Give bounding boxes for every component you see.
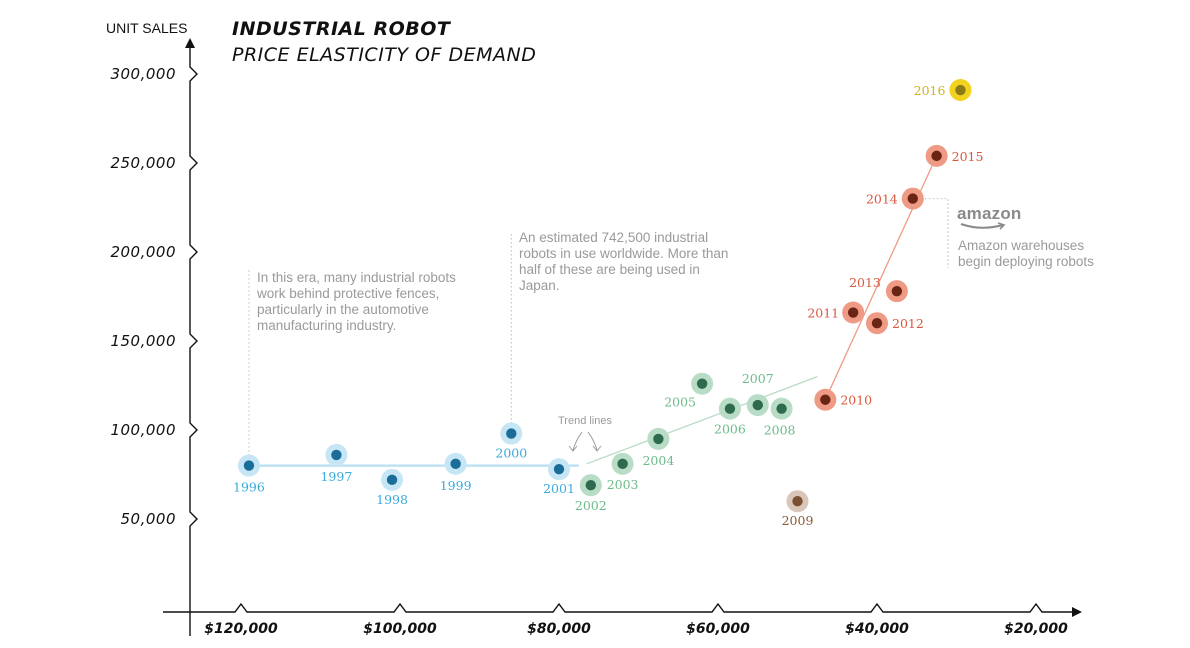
point-label-2007: 2007 <box>742 371 774 386</box>
data-point-2012 <box>866 312 888 335</box>
y-tick-label: 100,000 <box>110 421 176 439</box>
point-label-2005: 2005 <box>664 395 696 410</box>
point-label-2002: 2002 <box>575 498 607 513</box>
chart-subtitle: PRICE ELASTICITY OF DEMAND <box>232 44 537 66</box>
data-point-2013 <box>885 280 908 303</box>
y-axis-title: UNIT SALES <box>106 20 188 36</box>
data-point-2006 <box>718 397 741 420</box>
amazon-smile-icon <box>960 222 1006 230</box>
point-label-2010: 2010 <box>840 393 872 408</box>
data-point-2004 <box>647 427 670 450</box>
axes <box>163 38 1082 636</box>
data-point-1999 <box>444 452 467 475</box>
data-point-2011 <box>842 301 865 324</box>
y-axis-arrow <box>185 38 195 48</box>
point-label-2006: 2006 <box>714 422 746 437</box>
tick-labels: 50,000 100,000 150,000 200,000 250,000 300,00… <box>110 65 1068 637</box>
data-point-2016 <box>949 79 972 102</box>
trend-arrow-right <box>587 431 602 452</box>
annotation-guides <box>248 198 949 456</box>
data-point-2014 <box>901 187 924 210</box>
data-point-2003 <box>611 452 634 475</box>
data-points <box>237 79 972 513</box>
data-point-2001 <box>548 458 570 481</box>
point-label-1998: 1998 <box>376 492 408 507</box>
y-tick-label: 300,000 <box>110 65 176 83</box>
x-axis-line <box>163 602 1072 613</box>
japan-note: An estimated 742,500 industrial robots i… <box>519 230 729 293</box>
amazon-note-guide <box>924 198 949 268</box>
point-label-1996: 1996 <box>233 480 265 495</box>
data-point-2005 <box>691 372 714 395</box>
chart-title: INDUSTRIAL ROBOT <box>232 18 451 40</box>
data-point-2007 <box>746 394 769 417</box>
point-label-1997: 1997 <box>320 469 352 484</box>
point-label-2011: 2011 <box>807 306 839 321</box>
y-axis-line <box>189 40 198 636</box>
x-tick-label: $20,000 <box>1004 621 1068 637</box>
x-tick-label: $40,000 <box>845 621 909 637</box>
y-tick-label: 200,000 <box>110 243 176 261</box>
data-point-2000 <box>500 422 523 445</box>
point-label-2003: 2003 <box>607 477 639 492</box>
data-point-1997 <box>325 443 348 466</box>
trend-lines-annotation: Trend lines <box>558 415 613 452</box>
point-label-2012: 2012 <box>892 316 924 331</box>
point-label-2001: 2001 <box>543 481 575 496</box>
x-tick-label: $100,000 <box>363 621 437 637</box>
y-tick-label: 150,000 <box>110 332 176 350</box>
point-label-2008: 2008 <box>764 423 796 438</box>
point-label-2000: 2000 <box>495 446 527 461</box>
data-point-2008 <box>770 397 793 420</box>
data-point-1996 <box>237 454 260 477</box>
point-label-2004: 2004 <box>642 453 674 468</box>
data-point-1998 <box>381 468 404 491</box>
point-label-1999: 1999 <box>440 478 472 493</box>
trend-line-green <box>586 375 818 465</box>
amazon-note: Amazon warehouses begin deploying robots <box>958 238 1094 269</box>
x-axis-arrow <box>1072 607 1082 617</box>
x-tick-label: $80,000 <box>527 621 591 637</box>
data-point-2015 <box>925 144 948 167</box>
trend-lines-label: Trend lines <box>558 415 613 427</box>
point-label-2014: 2014 <box>866 192 898 207</box>
point-label-2009: 2009 <box>782 513 814 528</box>
y-tick-label: 50,000 <box>121 510 177 528</box>
x-tick-label: $60,000 <box>686 621 750 637</box>
data-point-2002 <box>579 474 602 497</box>
data-point-2009 <box>786 490 809 513</box>
point-label-2016: 2016 <box>914 83 946 98</box>
fences-note: In this era, many industrial robots work… <box>257 270 456 333</box>
point-label-2013: 2013 <box>849 275 881 290</box>
amazon-logo: amazon <box>957 204 1022 223</box>
x-tick-label: $120,000 <box>204 621 278 637</box>
y-tick-label: 250,000 <box>110 154 176 172</box>
trend-arrow-left <box>568 431 583 452</box>
data-point-2010 <box>814 388 837 411</box>
point-label-2015: 2015 <box>952 149 984 164</box>
